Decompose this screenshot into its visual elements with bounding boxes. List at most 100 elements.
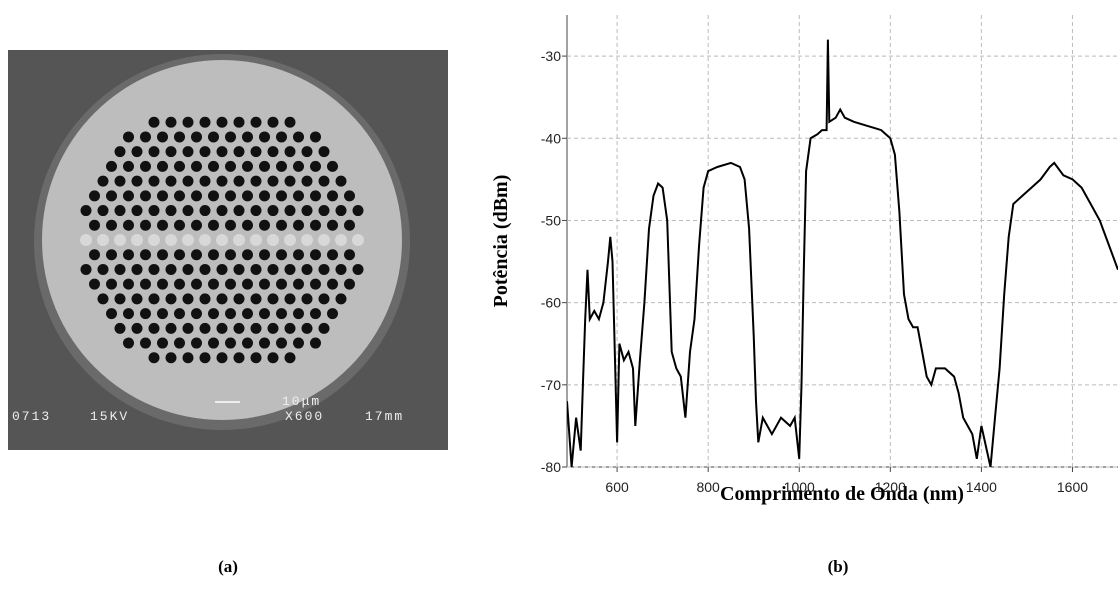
air-hole xyxy=(165,352,177,364)
caption: (a) xyxy=(218,557,238,576)
air-hole xyxy=(216,293,228,305)
air-hole xyxy=(106,278,117,290)
y-tick-label: -80 xyxy=(541,459,561,475)
air-hole xyxy=(208,219,219,231)
air-hole xyxy=(182,352,194,364)
air-hole xyxy=(284,146,296,158)
air-hole xyxy=(216,205,228,217)
air-hole xyxy=(293,219,304,231)
air-hole xyxy=(106,308,117,320)
air-hole xyxy=(182,293,194,305)
air-hole xyxy=(267,352,279,364)
air-hole xyxy=(123,308,134,320)
caption: (b) xyxy=(828,557,849,576)
air-hole xyxy=(174,160,185,172)
scale-label: 10μm xyxy=(282,394,321,409)
y-tick-label: -30 xyxy=(541,48,561,64)
air-hole xyxy=(242,160,253,172)
air-hole xyxy=(259,308,270,320)
air-hole xyxy=(114,175,126,187)
air-hole xyxy=(344,190,355,202)
x-tick-label: 1000 xyxy=(784,479,815,495)
air-hole xyxy=(97,263,109,275)
core-row xyxy=(318,234,330,246)
air-hole xyxy=(225,278,236,290)
air-hole xyxy=(89,249,100,261)
air-hole xyxy=(259,219,270,231)
air-hole xyxy=(276,160,287,172)
air-hole xyxy=(97,293,109,305)
air-hole xyxy=(276,249,287,261)
air-hole xyxy=(216,116,228,128)
air-hole xyxy=(131,322,143,334)
air-hole xyxy=(157,190,168,202)
air-hole xyxy=(284,205,296,217)
air-hole xyxy=(174,308,185,320)
air-hole xyxy=(293,131,304,143)
air-hole xyxy=(199,146,211,158)
sem-info: X600 xyxy=(285,409,324,424)
air-hole xyxy=(208,160,219,172)
air-hole xyxy=(148,263,160,275)
air-hole xyxy=(301,175,313,187)
core-row xyxy=(352,234,364,246)
air-hole xyxy=(148,293,160,305)
y-tick-label: -50 xyxy=(541,212,561,228)
air-hole xyxy=(276,278,287,290)
air-hole xyxy=(199,205,211,217)
air-hole xyxy=(123,278,134,290)
air-hole xyxy=(276,308,287,320)
air-hole xyxy=(199,352,211,364)
air-hole xyxy=(123,249,134,261)
air-hole xyxy=(327,160,338,172)
core-row xyxy=(182,234,194,246)
air-hole xyxy=(157,219,168,231)
air-hole xyxy=(106,219,117,231)
air-hole xyxy=(335,293,347,305)
air-hole xyxy=(131,175,143,187)
air-hole xyxy=(276,190,287,202)
air-hole xyxy=(89,190,100,202)
y-tick-label: -40 xyxy=(541,130,561,146)
core-row xyxy=(80,234,92,246)
air-hole xyxy=(242,308,253,320)
air-hole xyxy=(89,278,100,290)
air-hole xyxy=(123,337,134,349)
air-hole xyxy=(233,263,245,275)
air-hole xyxy=(276,337,287,349)
air-hole xyxy=(148,352,160,364)
air-hole xyxy=(284,263,296,275)
air-hole xyxy=(216,146,228,158)
air-hole xyxy=(225,337,236,349)
air-hole xyxy=(267,293,279,305)
air-hole xyxy=(267,175,279,187)
air-hole xyxy=(208,249,219,261)
air-hole xyxy=(208,308,219,320)
air-hole xyxy=(182,175,194,187)
air-hole xyxy=(301,205,313,217)
air-hole xyxy=(174,131,185,143)
air-hole xyxy=(148,175,160,187)
spectrum-line xyxy=(567,39,1118,467)
air-hole xyxy=(318,263,330,275)
air-hole xyxy=(208,131,219,143)
core-row xyxy=(199,234,211,246)
air-hole xyxy=(140,308,151,320)
x-tick-label: 800 xyxy=(696,479,720,495)
air-hole xyxy=(140,249,151,261)
air-hole xyxy=(140,190,151,202)
air-hole xyxy=(293,190,304,202)
air-hole xyxy=(148,146,160,158)
air-hole xyxy=(242,278,253,290)
core-row xyxy=(114,234,126,246)
air-hole xyxy=(250,175,262,187)
air-hole xyxy=(174,278,185,290)
air-hole xyxy=(182,322,194,334)
air-hole xyxy=(225,160,236,172)
air-hole xyxy=(233,322,245,334)
air-hole xyxy=(191,308,202,320)
air-hole xyxy=(165,116,177,128)
air-hole xyxy=(174,249,185,261)
core-row xyxy=(131,234,143,246)
air-hole xyxy=(114,146,126,158)
